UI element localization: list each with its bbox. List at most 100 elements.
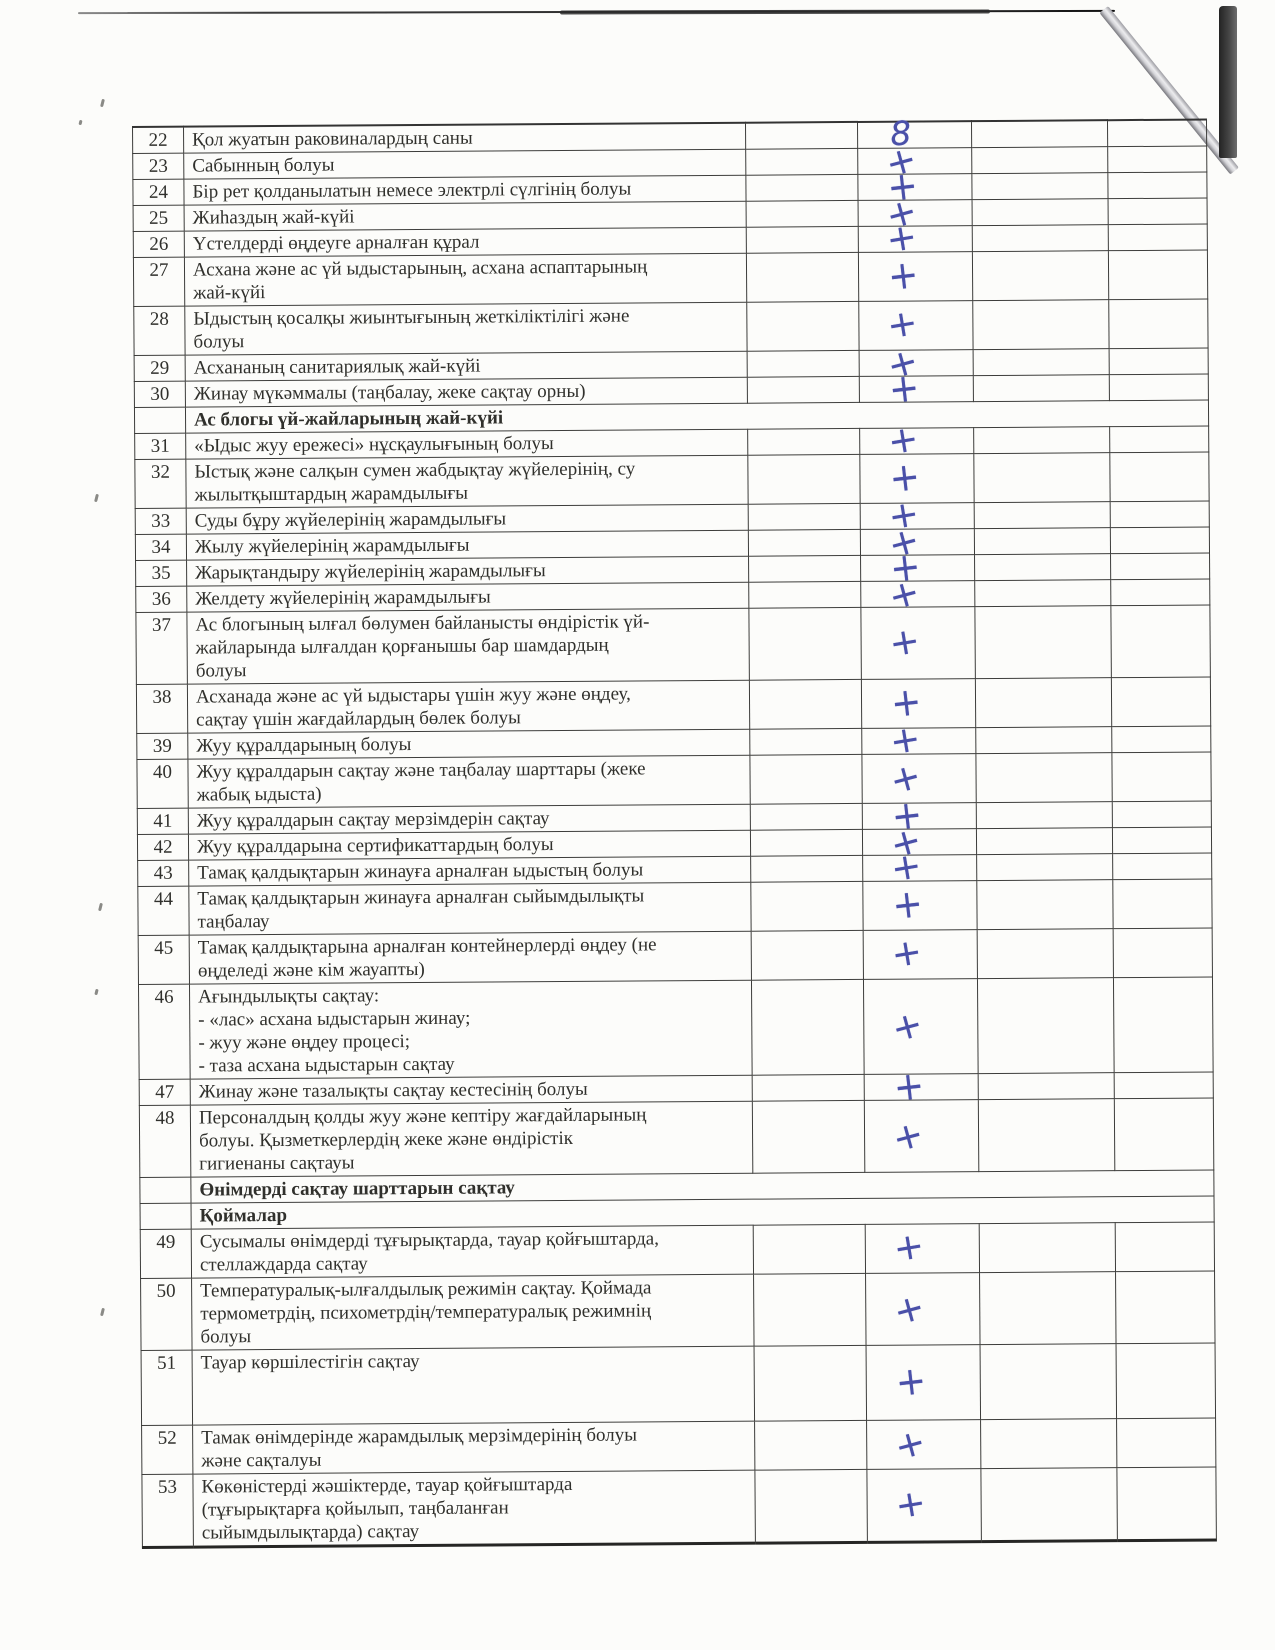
cell-mark: + (858, 190, 973, 237)
table-row: 45 Тамақ қалдықтарына арналған контейнер… (138, 927, 1213, 985)
row-number (134, 407, 186, 434)
cell-mark: + (861, 678, 976, 729)
row-description: Тамак өнімдерінде жарамдылық мерзімдерін… (192, 1421, 755, 1475)
row-description: Суды бұру жүйелерінің жарамдылығы (186, 504, 749, 535)
cell-empty-1 (749, 728, 862, 756)
row-number: 24 (132, 179, 185, 206)
handwritten-mark: 8 (888, 112, 913, 154)
row-number (139, 1177, 192, 1204)
row-number: 25 (133, 205, 185, 232)
cell-empty-2 (975, 752, 1113, 803)
handwritten-mark: + (886, 364, 922, 413)
row-description: Жуу құралдарының болуы (187, 729, 750, 760)
cell-mark: + (860, 606, 976, 680)
cell-empty-2 (977, 977, 1115, 1074)
table-row: 46 Ағындылықты сақтау: - «лас» асхана ыд… (138, 976, 1214, 1080)
handwritten-mark: + (886, 1003, 927, 1051)
cell-empty-3 (1109, 425, 1209, 453)
row-description: Жинау және тазалықты сақтау кестесінің б… (190, 1075, 753, 1106)
cell-mark: + (863, 978, 979, 1075)
row-description: Персоналдың қолды жуу және кептіру жағда… (190, 1101, 753, 1178)
handwritten-mark: + (883, 518, 924, 567)
scan-speck (100, 1307, 105, 1317)
row-description: Жарықтандыру жүйелерінің жарамдылығы (186, 556, 749, 587)
table-row: 53 Көкөністерді жәшіктерде, тауар қойғыш… (141, 1466, 1217, 1548)
cell-empty-3 (1107, 145, 1207, 173)
handwritten-mark: + (885, 619, 923, 665)
scanner-edge-bar (1219, 6, 1237, 158)
cell-empty-3 (1110, 526, 1210, 554)
row-number: 37 (135, 612, 188, 685)
cell-mark: + (862, 845, 977, 890)
cell-empty-2 (972, 198, 1109, 226)
row-number: 38 (136, 684, 188, 734)
handwritten-mark: + (886, 454, 922, 502)
cell-empty-3 (1115, 1270, 1216, 1344)
row-number: 42 (137, 834, 189, 861)
cell-mark: + (857, 163, 973, 210)
cell-empty-1 (748, 607, 862, 681)
cell-empty-2 (973, 348, 1110, 376)
cell-empty-2 (976, 853, 1113, 881)
table-row: 28 Ыдыстың қосалқы жиынтығының жеткілікт… (133, 298, 1209, 356)
cell-mark: + (859, 364, 974, 413)
cell-empty-2 (973, 374, 1110, 402)
cell-empty-1 (754, 1420, 867, 1471)
cell-empty-1 (748, 581, 861, 609)
row-number: 32 (134, 459, 187, 509)
cell-empty-3 (1109, 347, 1209, 375)
cell-empty-3 (1114, 1071, 1214, 1099)
handwritten-mark: + (884, 417, 921, 463)
cell-mark: + (861, 718, 976, 763)
cell-mark: + (860, 492, 975, 538)
cell-empty-3 (1114, 1097, 1214, 1171)
cell-empty-3 (1111, 725, 1211, 753)
handwritten-mark: + (890, 1062, 926, 1111)
cell-empty-3 (1112, 800, 1212, 828)
cell-empty-2 (979, 1222, 1116, 1273)
row-description: Бір рет қолданылатын немесе электрлі сүл… (183, 175, 747, 206)
scan-edge-line-thick (559, 9, 991, 15)
handwritten-mark: + (889, 791, 925, 840)
cell-empty-2 (973, 426, 1110, 454)
handwritten-mark: + (891, 1481, 929, 1527)
cell-mark: + (860, 518, 975, 567)
cell-empty-1 (749, 679, 862, 730)
handwritten-mark: + (880, 137, 921, 186)
row-number: 23 (132, 153, 184, 180)
row-description: Асхананың санитариялық жай-күйі (185, 351, 748, 382)
cell-empty-3 (1108, 223, 1208, 251)
cell-empty-1 (745, 148, 858, 176)
row-number: 35 (135, 560, 187, 587)
row-description: Желдету жүйелерінің жарамдылығы (186, 582, 749, 613)
handwritten-mark: + (883, 570, 924, 619)
table-row: 48 Персоналдың қолды жуу және кептіру жа… (139, 1097, 1214, 1178)
row-number: 48 (139, 1105, 191, 1178)
handwritten-mark: + (885, 755, 926, 803)
row-number: 51 (141, 1350, 193, 1426)
cell-mark: + (862, 819, 977, 866)
row-description: Көкөністерді жәшіктерде, тауар қойғыштар… (192, 1470, 756, 1548)
cell-mark: + (859, 340, 974, 387)
cell-mark: + (864, 1062, 979, 1111)
cell-mark: 8 (857, 112, 972, 154)
table-row: 40 Жуу құралдарын сақтау және таңбалау ш… (136, 751, 1212, 809)
row-number: 47 (139, 1079, 191, 1106)
row-number: 22 (132, 126, 184, 154)
row-number: 45 (138, 935, 190, 985)
cell-mark: + (861, 753, 977, 804)
handwritten-mark: + (885, 492, 922, 538)
row-number: 29 (134, 355, 186, 382)
row-description: Тамақ қалдықтарын жинауға арналған ыдыст… (188, 856, 751, 887)
cell-empty-2 (976, 827, 1113, 855)
cell-mark: + (859, 453, 975, 504)
cell-empty-3 (1116, 1417, 1216, 1468)
cell-empty-2 (978, 1072, 1115, 1100)
cell-empty-3 (1110, 500, 1210, 528)
cell-empty-2 (974, 527, 1111, 555)
cell-empty-2 (980, 1418, 1117, 1469)
cell-empty-2 (974, 553, 1111, 581)
cell-empty-2 (980, 1343, 1117, 1420)
row-number: 43 (137, 860, 189, 887)
cell-empty-3 (1107, 171, 1208, 199)
